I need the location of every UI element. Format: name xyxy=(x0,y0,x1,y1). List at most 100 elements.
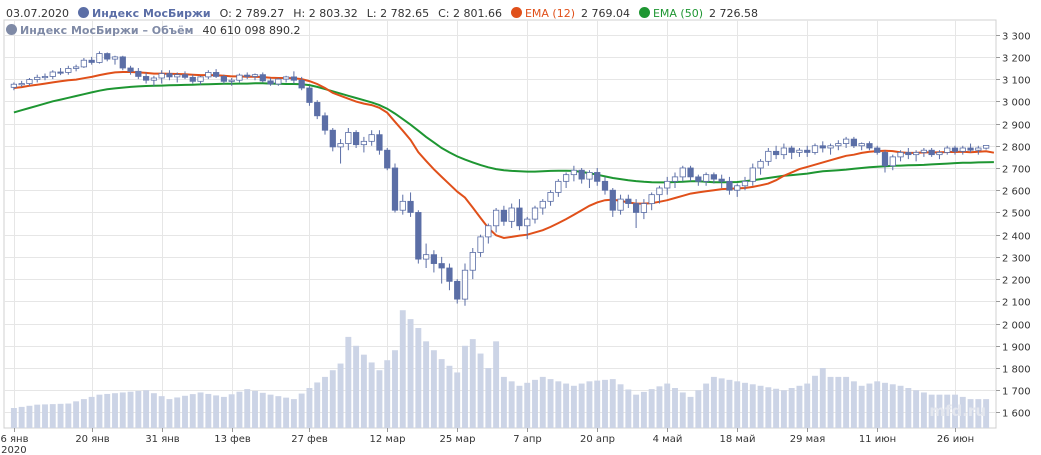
candle-body-up xyxy=(897,152,904,158)
candle-body-up xyxy=(811,145,819,153)
candle-body-down xyxy=(687,167,694,178)
volume-bar xyxy=(920,392,927,428)
candle-body-down xyxy=(578,169,585,180)
volume-bar xyxy=(850,381,857,428)
volume-bar xyxy=(73,401,80,428)
candle-body-up xyxy=(158,73,165,79)
candle-body-up xyxy=(936,152,943,156)
volume-bar xyxy=(952,394,958,428)
volume-bar xyxy=(555,381,562,428)
candle-body-down xyxy=(104,53,111,60)
volume-bar xyxy=(454,372,461,428)
volume-label: Индекс МосБиржи – Объём xyxy=(20,24,194,37)
candle-body-up xyxy=(547,192,554,202)
y-tick-label: 1 900 xyxy=(1002,343,1031,354)
volume-bar xyxy=(532,379,538,428)
volume-bar xyxy=(166,399,173,428)
y-tick-label: 3 300 xyxy=(1002,32,1031,43)
x-tick-label: 11 июн xyxy=(859,434,896,445)
volume-bar xyxy=(640,391,647,428)
volume-bar xyxy=(119,392,126,428)
volume-bar xyxy=(718,378,725,428)
candle-body-up xyxy=(975,147,982,151)
volume-bar xyxy=(648,389,655,428)
candle-body-down xyxy=(866,143,873,149)
x-year-label: 2020 xyxy=(1,445,26,455)
volume-bar xyxy=(213,395,220,428)
ema50-line xyxy=(13,82,994,184)
volume-bar xyxy=(462,345,468,428)
volume-bar xyxy=(384,360,391,428)
candle-body-up xyxy=(562,174,570,182)
candle-body-down xyxy=(967,147,974,151)
volume-bar xyxy=(757,385,764,428)
y-tick-label: 2 100 xyxy=(1002,298,1031,309)
volume-bar xyxy=(337,363,344,428)
volume-bar xyxy=(936,394,943,428)
candle-body-up xyxy=(80,59,88,68)
candle-body-down xyxy=(632,203,640,213)
candle-body-up xyxy=(640,203,648,213)
candle-body-up xyxy=(345,132,352,144)
volume-bar xyxy=(438,359,445,428)
candle-body-down xyxy=(695,176,702,182)
candle-body-down xyxy=(306,87,313,103)
volume-bar xyxy=(322,376,328,428)
candle-body-down xyxy=(905,152,912,156)
volume-bar xyxy=(314,382,321,428)
candle-body-up xyxy=(757,160,764,169)
volume-bar xyxy=(360,354,367,428)
volume-bar xyxy=(18,406,25,428)
ema50-label: EMA (50) xyxy=(652,7,704,20)
candle-body-up xyxy=(174,74,181,78)
x-tick-label: 20 янв xyxy=(75,434,109,445)
legend-row-volume: Индекс МосБиржи – Объём 40 610 098 890.2 xyxy=(6,24,301,37)
volume-bar xyxy=(928,394,935,428)
close-label: C: xyxy=(438,7,450,20)
candle-body-down xyxy=(119,56,126,69)
y-tick-label: 2 200 xyxy=(1002,276,1031,287)
candle-body-up xyxy=(982,145,990,149)
volume-bar xyxy=(189,394,196,428)
volume-bar xyxy=(446,365,453,428)
candle-body-down xyxy=(391,167,399,211)
watermark-logo: mfd.ru xyxy=(929,402,986,420)
candle-body-up xyxy=(368,134,375,142)
candle-body-down xyxy=(726,180,733,191)
candle-body-down xyxy=(772,150,780,156)
candle-body-down xyxy=(438,263,445,269)
candle-body-down xyxy=(446,267,453,282)
y-tick-label: 3 200 xyxy=(1002,54,1031,65)
volume-bar xyxy=(679,392,686,428)
candle-body-down xyxy=(290,76,298,81)
candle-body-down xyxy=(244,74,251,77)
ema12-marker-icon xyxy=(510,7,522,18)
volume-bar xyxy=(633,394,640,428)
candle-body-up xyxy=(765,150,772,162)
volume-bar xyxy=(539,376,546,428)
candle-body-down xyxy=(298,79,305,89)
y-tick-label: 3 100 xyxy=(1002,76,1031,87)
candle-body-down xyxy=(594,172,601,182)
volume-bar xyxy=(586,381,593,428)
volume-bar xyxy=(80,399,87,428)
candle-body-down xyxy=(127,67,134,72)
candle-body-up xyxy=(671,176,679,182)
volume-bar xyxy=(88,396,95,428)
volume-bar xyxy=(228,394,235,428)
volume-bar xyxy=(889,384,896,428)
volume-bar xyxy=(135,390,142,428)
candle-body-down xyxy=(220,76,228,82)
volume-bar xyxy=(734,381,741,428)
volume-bar xyxy=(959,396,966,428)
candle-body-up xyxy=(796,149,803,153)
volume-bar xyxy=(819,368,826,428)
volume-bar xyxy=(10,408,17,428)
volume-bar xyxy=(42,404,48,428)
volume-bar xyxy=(664,383,671,428)
volume-bar xyxy=(57,403,64,428)
volume-bar xyxy=(477,353,484,428)
volume-bar xyxy=(244,389,251,428)
volume-bar xyxy=(345,336,352,428)
volume-value: 40 610 098 890.2 xyxy=(202,24,301,37)
